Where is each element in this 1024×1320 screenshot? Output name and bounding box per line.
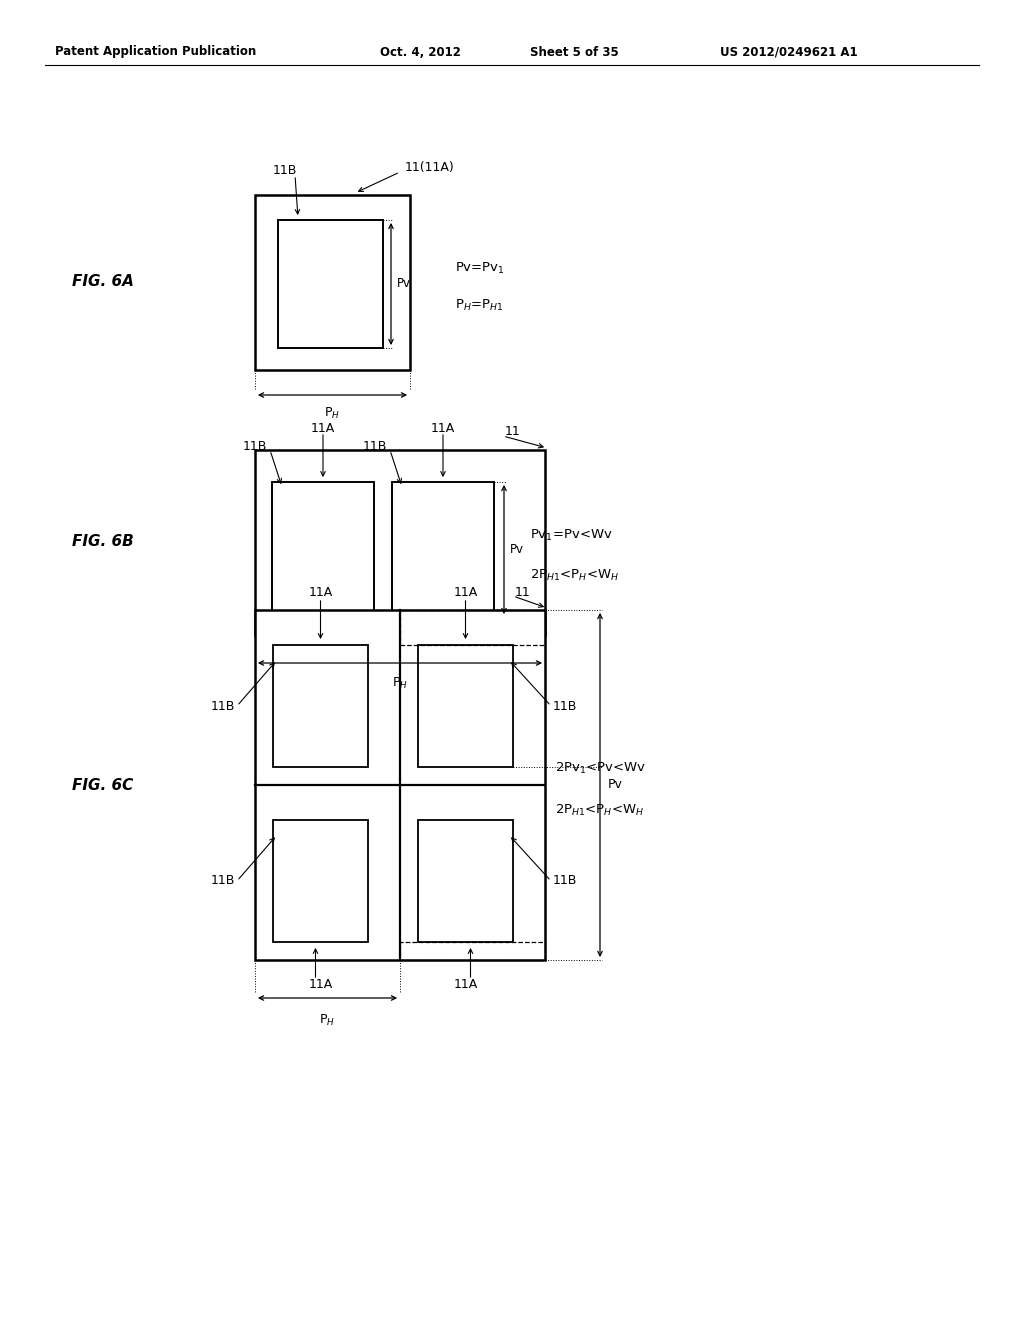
Text: US 2012/0249621 A1: US 2012/0249621 A1: [720, 45, 858, 58]
Text: 11B: 11B: [553, 874, 578, 887]
Text: Pv$_1$=Pv<Wv: Pv$_1$=Pv<Wv: [530, 528, 612, 543]
Text: 11A: 11A: [431, 421, 455, 434]
Bar: [255, 450, 545, 635]
Text: FIG. 6A: FIG. 6A: [72, 275, 134, 289]
Text: 11B: 11B: [211, 874, 234, 887]
Text: P$_H$: P$_H$: [319, 1012, 336, 1027]
Text: P$_H$=P$_{H1}$: P$_H$=P$_{H1}$: [455, 297, 504, 313]
Bar: [392, 482, 494, 616]
Text: 11A: 11A: [308, 586, 333, 598]
Bar: [418, 645, 513, 767]
Bar: [400, 610, 545, 645]
Text: Pv: Pv: [608, 779, 623, 792]
Text: P$_H$: P$_H$: [325, 405, 341, 421]
Bar: [273, 820, 368, 942]
Text: 11B: 11B: [211, 700, 234, 713]
Text: Pv: Pv: [510, 543, 524, 556]
Text: 11: 11: [505, 425, 521, 438]
Text: Pv=Pv$_1$: Pv=Pv$_1$: [455, 260, 505, 276]
Text: Pv: Pv: [397, 277, 411, 290]
Text: 2P$_{H1}$<P$_H$<W$_H$: 2P$_{H1}$<P$_H$<W$_H$: [555, 803, 644, 817]
Text: FIG. 6C: FIG. 6C: [72, 777, 133, 792]
Text: 11A: 11A: [454, 978, 477, 991]
Text: 2P$_{H1}$<P$_H$<W$_H$: 2P$_{H1}$<P$_H$<W$_H$: [530, 568, 620, 582]
Text: P$_H$: P$_H$: [392, 676, 408, 690]
Text: Patent Application Publication: Patent Application Publication: [55, 45, 256, 58]
Text: 11(11A): 11(11A): [406, 161, 455, 174]
Text: Oct. 4, 2012: Oct. 4, 2012: [380, 45, 461, 58]
Text: Sheet 5 of 35: Sheet 5 of 35: [530, 45, 618, 58]
Bar: [272, 482, 374, 616]
Bar: [273, 645, 368, 767]
Text: 11A: 11A: [311, 421, 335, 434]
Text: 11B: 11B: [272, 164, 297, 177]
Text: 11A: 11A: [454, 586, 477, 598]
Bar: [255, 610, 545, 960]
Text: FIG. 6B: FIG. 6B: [72, 535, 134, 549]
Text: 2Pv$_1$<Pv<Wv: 2Pv$_1$<Pv<Wv: [555, 760, 646, 776]
Text: 11B: 11B: [553, 700, 578, 713]
Text: 11: 11: [515, 586, 530, 598]
Bar: [278, 220, 383, 348]
Bar: [400, 942, 545, 960]
Bar: [418, 820, 513, 942]
Text: 11A: 11A: [308, 978, 333, 991]
Text: 11B: 11B: [243, 441, 267, 454]
Bar: [255, 195, 410, 370]
Text: 11B: 11B: [362, 441, 387, 454]
